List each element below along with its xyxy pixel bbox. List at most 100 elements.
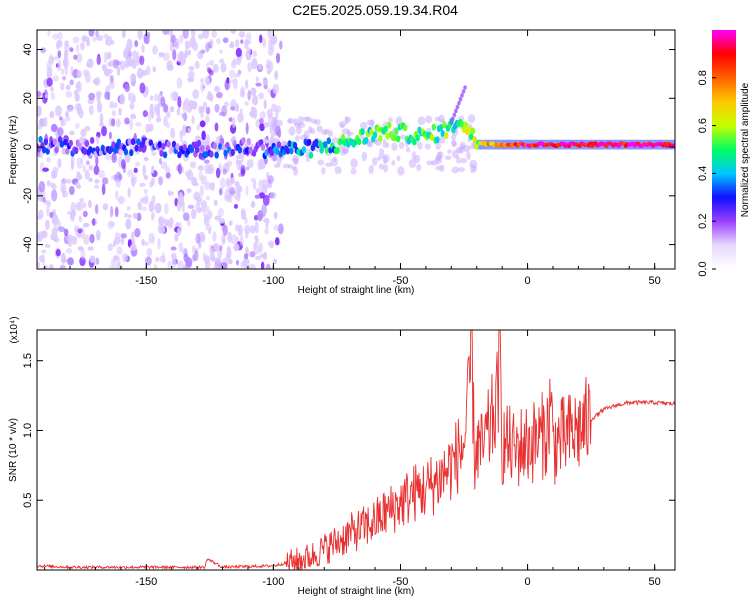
y-tick-label: 0.5 xyxy=(22,493,34,508)
noise-blob xyxy=(160,161,168,170)
noise-blob xyxy=(235,159,240,166)
noise-blob xyxy=(257,159,263,171)
noise-blob xyxy=(222,168,227,175)
noise-blob xyxy=(135,122,142,127)
noise-blob xyxy=(142,110,148,118)
colorbar-axis: 0.0 0.2 0.4 0.6 0.8 xyxy=(697,70,716,277)
ridge-mark xyxy=(289,147,294,155)
noise-blob xyxy=(81,34,88,43)
noise-blob xyxy=(130,113,137,120)
noise-blob xyxy=(124,153,131,164)
noise-blob xyxy=(214,122,219,132)
noise-blob xyxy=(177,163,183,175)
ridge-mark xyxy=(460,120,465,128)
noise-blob xyxy=(115,178,121,188)
ridge-mark xyxy=(170,146,175,154)
noise-blob xyxy=(168,189,172,197)
noise-blob xyxy=(40,47,47,54)
noise-blob xyxy=(77,246,83,251)
noise-blob xyxy=(119,93,126,105)
ridge-mark xyxy=(198,152,203,160)
noise-blob xyxy=(324,162,333,167)
noise-blob xyxy=(240,165,246,176)
snr-line xyxy=(37,330,675,570)
noise-blob xyxy=(251,58,258,70)
noise-blob xyxy=(130,73,137,82)
noise-blob xyxy=(122,48,129,59)
noise-blob xyxy=(62,186,66,198)
noise-blob xyxy=(129,119,133,131)
noise-blob xyxy=(39,161,45,174)
noise-blob xyxy=(101,177,109,185)
noise-blob xyxy=(244,101,250,106)
noise-blob xyxy=(37,105,42,117)
noise-blob xyxy=(76,43,80,53)
noise-blob xyxy=(79,256,86,267)
noise-blob xyxy=(228,258,233,265)
noise-blob xyxy=(46,66,53,79)
noise-blob xyxy=(213,264,220,269)
noise-blob xyxy=(61,68,65,76)
noise-blob xyxy=(132,212,138,219)
noise-blob xyxy=(438,136,446,144)
ridge-mark xyxy=(285,147,291,155)
noise-blob xyxy=(107,68,113,74)
noise-blob xyxy=(425,115,433,124)
noise-blob xyxy=(247,89,251,101)
noise-blob xyxy=(182,101,186,112)
noise-blob xyxy=(361,151,367,162)
ridge-mark xyxy=(129,149,134,157)
noise-blob xyxy=(249,225,256,234)
y-tick-label: 0 xyxy=(22,144,34,150)
noise-blob xyxy=(161,252,166,262)
ridge-mark xyxy=(356,138,362,146)
noise-blob xyxy=(245,79,249,90)
noise-blob xyxy=(215,135,220,145)
ridge-mark xyxy=(431,123,436,131)
noise-blob xyxy=(228,186,236,195)
noise-blob xyxy=(174,233,179,242)
noise-blob xyxy=(267,48,274,56)
noise-blob xyxy=(213,199,218,206)
noise-blob xyxy=(187,70,195,80)
ridge-mark xyxy=(212,142,218,150)
noise-blob xyxy=(166,64,174,72)
noise-blob xyxy=(214,103,220,113)
ridge-mark xyxy=(387,121,392,129)
noise-blob xyxy=(459,157,467,164)
noise-blob xyxy=(275,52,281,64)
ridge-mark xyxy=(218,142,223,150)
ridge-mark xyxy=(438,124,444,132)
noise-blob xyxy=(254,235,259,241)
noise-blob xyxy=(397,166,405,176)
noise-blob xyxy=(79,197,84,203)
ridge-mark xyxy=(241,137,246,145)
noise-blob xyxy=(134,161,141,166)
ridge-mark xyxy=(412,138,417,146)
noise-blob xyxy=(199,120,206,128)
noise-blob xyxy=(40,190,46,199)
ridge-mark xyxy=(159,149,164,157)
noise-blob xyxy=(87,246,94,251)
noise-blob xyxy=(68,185,75,196)
noise-blob xyxy=(80,158,84,164)
noise-blob xyxy=(124,212,129,218)
noise-blob xyxy=(261,203,267,216)
noise-blob xyxy=(157,237,161,250)
noise-blob xyxy=(167,261,172,269)
noise-blob xyxy=(227,231,232,243)
noise-blob xyxy=(189,102,197,110)
noise-blob xyxy=(272,258,278,265)
ridge-mark xyxy=(317,140,323,148)
noise-blob xyxy=(108,131,112,140)
noise-blob xyxy=(277,223,284,235)
noise-blob xyxy=(274,237,280,246)
ridge-mark xyxy=(177,151,182,159)
noise-blob xyxy=(457,167,466,173)
noise-blob xyxy=(38,255,45,263)
noise-blob xyxy=(52,208,57,216)
noise-blob xyxy=(204,205,210,213)
noise-blob xyxy=(184,40,191,49)
noise-blob xyxy=(230,106,236,111)
noise-blob xyxy=(115,60,121,66)
